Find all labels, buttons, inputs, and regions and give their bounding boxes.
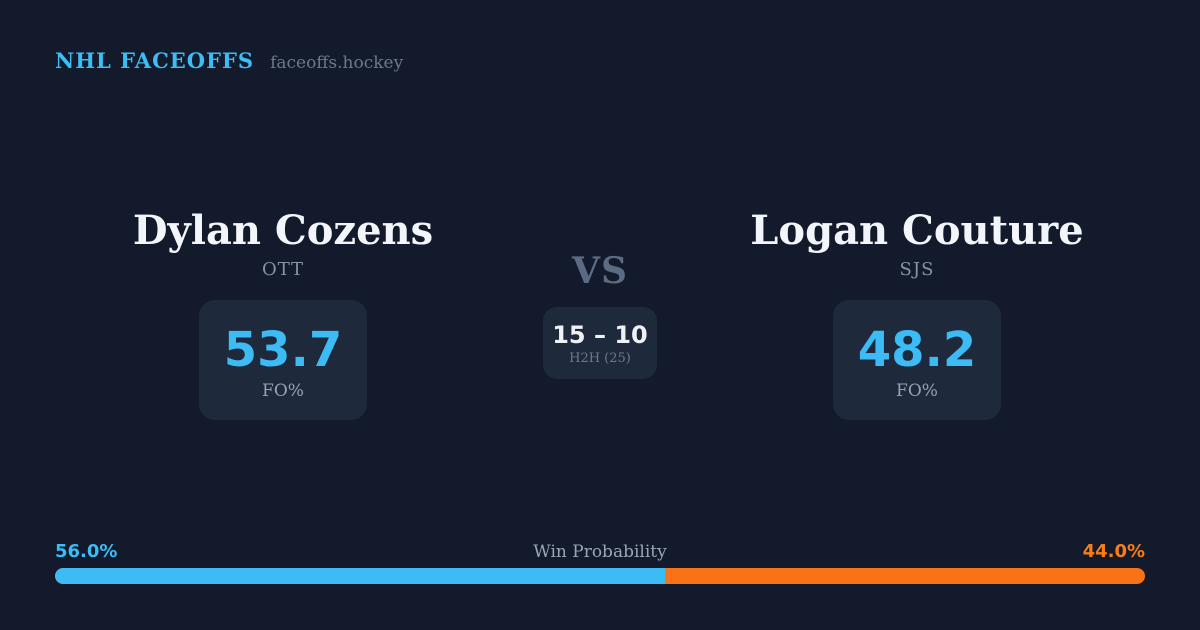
win-probability-bar-left-segment	[55, 568, 666, 584]
left-faceoff-percentage: 53.7	[223, 321, 343, 378]
left-stat-label: FO%	[262, 380, 304, 401]
win-probability-labels: 56.0% Win Probability 44.0%	[55, 541, 1145, 562]
right-stat-card: 48.2 FO%	[833, 300, 1001, 420]
left-player-section: Dylan Cozens OTT 53.7 FO%	[90, 207, 476, 420]
vs-section: VS 15 – 10 H2H (25)	[540, 250, 660, 379]
right-stat-label: FO%	[896, 380, 938, 401]
left-player-team: OTT	[261, 259, 305, 280]
h2h-score: 15 – 10	[552, 320, 648, 349]
header: NHL FACEOFFS faceoffs.hockey	[55, 48, 403, 73]
right-player-name: Logan Couture	[750, 207, 1084, 254]
right-faceoff-percentage: 48.2	[857, 321, 977, 378]
right-player-section: Logan Couture SJS 48.2 FO%	[724, 207, 1110, 420]
left-player-name: Dylan Cozens	[132, 207, 434, 254]
h2h-card: 15 – 10 H2H (25)	[543, 307, 657, 379]
left-win-probability: 56.0%	[55, 541, 118, 562]
left-stat-card: 53.7 FO%	[199, 300, 367, 420]
win-probability-title: Win Probability	[533, 542, 667, 562]
brand-logo-text: NHL FACEOFFS	[55, 48, 255, 73]
vs-label: VS	[572, 250, 628, 292]
right-win-probability: 44.0%	[1082, 541, 1146, 562]
h2h-label: H2H (25)	[569, 350, 631, 366]
win-probability-bar	[55, 568, 1145, 584]
site-url: faceoffs.hockey	[270, 53, 404, 73]
right-player-team: SJS	[899, 259, 935, 280]
